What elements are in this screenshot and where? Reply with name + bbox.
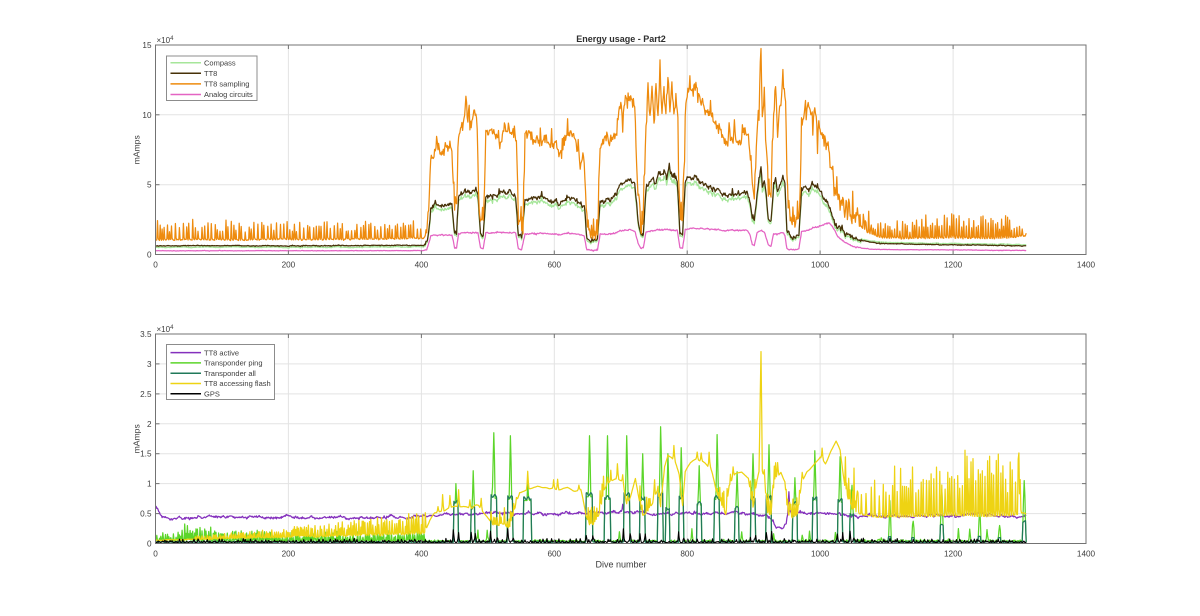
svg-text:0.5: 0.5 [140, 510, 152, 519]
svg-text:Analog circuits: Analog circuits [204, 90, 253, 99]
svg-text:15: 15 [142, 41, 152, 50]
svg-text:0: 0 [147, 540, 152, 549]
svg-text:Dive number: Dive number [595, 559, 646, 569]
svg-text:600: 600 [547, 261, 561, 270]
svg-text:400: 400 [415, 261, 429, 270]
svg-text:×104: ×104 [157, 36, 175, 45]
svg-text:0: 0 [147, 251, 152, 260]
svg-text:5: 5 [147, 181, 152, 190]
svg-text:400: 400 [415, 550, 429, 559]
svg-text:1200: 1200 [944, 261, 963, 270]
svg-text:Compass: Compass [204, 58, 236, 67]
svg-text:mAmps: mAmps [132, 424, 142, 453]
svg-text:0: 0 [153, 261, 158, 270]
svg-text:1: 1 [147, 480, 152, 489]
svg-text:800: 800 [680, 550, 694, 559]
svg-text:GPS: GPS [204, 390, 220, 399]
svg-text:10: 10 [142, 111, 152, 120]
svg-text:1400: 1400 [1077, 261, 1096, 270]
svg-text:800: 800 [680, 261, 694, 270]
svg-text:200: 200 [282, 261, 296, 270]
svg-text:600: 600 [547, 550, 561, 559]
svg-text:1200: 1200 [944, 550, 963, 559]
svg-text:0: 0 [153, 550, 158, 559]
svg-text:200: 200 [282, 550, 296, 559]
svg-text:×104: ×104 [157, 325, 175, 334]
svg-text:Transponder all: Transponder all [204, 369, 256, 378]
svg-text:TT8 active: TT8 active [204, 348, 239, 357]
svg-text:TT8 sampling: TT8 sampling [204, 80, 249, 89]
svg-text:Transponder ping: Transponder ping [204, 359, 263, 368]
svg-text:1.5: 1.5 [140, 450, 152, 459]
svg-text:3.5: 3.5 [140, 330, 152, 339]
svg-text:mAmps: mAmps [132, 135, 142, 164]
svg-text:1000: 1000 [811, 261, 830, 270]
svg-text:1000: 1000 [811, 550, 830, 559]
svg-text:2: 2 [147, 420, 152, 429]
svg-text:TT8: TT8 [204, 69, 217, 78]
svg-text:2.5: 2.5 [140, 390, 152, 399]
svg-text:Energy usage - Part2: Energy usage - Part2 [576, 34, 666, 44]
svg-text:1400: 1400 [1077, 550, 1096, 559]
svg-text:3: 3 [147, 360, 152, 369]
svg-text:TT8 accessing flash: TT8 accessing flash [204, 379, 271, 388]
